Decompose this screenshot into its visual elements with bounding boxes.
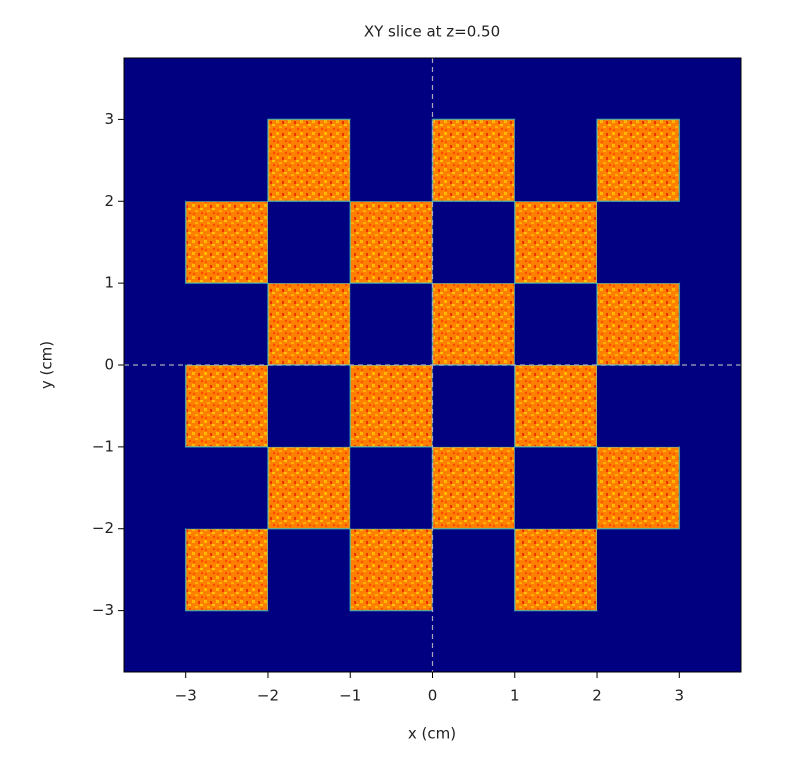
cell-texture (267, 282, 351, 366)
heatmap-cell (350, 446, 433, 529)
cell-texture (431, 282, 516, 366)
heatmap-cell (514, 446, 598, 529)
y-tick-label: −3 (92, 601, 114, 619)
heatmap-cell (267, 201, 351, 284)
heatmap-cell (597, 365, 680, 447)
x-tick-label: −2 (257, 687, 279, 705)
cell-texture (514, 364, 598, 448)
x-tick-label: −1 (339, 687, 361, 705)
heatmap-cell (597, 201, 680, 284)
heatmap-cell (350, 119, 433, 202)
y-axis-label: y (cm) (38, 341, 56, 389)
cell-texture (267, 446, 351, 530)
heatmap-cell (432, 528, 515, 611)
heatmap-cell (185, 283, 268, 365)
cell-texture (267, 118, 351, 203)
x-tick-label: −3 (175, 687, 197, 705)
x-tick-label: 2 (592, 687, 602, 705)
y-tick-label: 0 (104, 356, 114, 374)
x-axis-label: x (cm) (408, 725, 456, 743)
cell-texture (184, 200, 269, 284)
heatmap-cell (185, 119, 268, 202)
y-tick-label: 3 (104, 110, 114, 128)
cell-texture (596, 446, 681, 530)
cell-texture (349, 200, 434, 284)
y-tick-label: 1 (104, 274, 114, 292)
cell-texture (431, 118, 516, 203)
x-tick-label: 1 (510, 687, 520, 705)
x-tick-label: 0 (428, 687, 438, 705)
heatmap-cell (267, 365, 351, 447)
cell-texture (431, 446, 516, 530)
cell-texture (184, 364, 269, 448)
y-tick-label: 2 (104, 192, 114, 210)
heatmap-cell (514, 119, 598, 202)
cell-texture (349, 364, 434, 448)
cell-texture (596, 118, 681, 203)
heatmap-cell (432, 365, 515, 447)
cell-texture (349, 527, 434, 612)
cell-texture (514, 527, 598, 612)
chart-title: XY slice at z=0.50 (364, 23, 500, 41)
cell-texture (184, 527, 269, 612)
y-tick-label: −1 (92, 437, 114, 455)
heatmap-cell (432, 201, 515, 284)
heatmap-cell (514, 283, 598, 365)
cell-texture (514, 200, 598, 284)
y-tick-label: −2 (92, 519, 114, 537)
heatmap-cell (185, 446, 268, 529)
x-tick-label: 3 (675, 687, 685, 705)
heatmap-cell (350, 283, 433, 365)
heatmap-cell (267, 528, 351, 611)
heatmap-cell (597, 528, 680, 611)
cell-texture (596, 282, 681, 366)
